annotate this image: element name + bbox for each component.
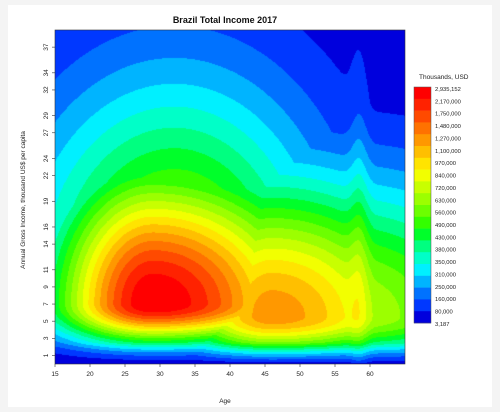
legend-label: 250,000 [435, 285, 456, 291]
y-tick-label: 3 [43, 336, 50, 340]
x-tick-label: 15 [51, 371, 59, 378]
legend-swatch [414, 240, 431, 253]
y-tick-label: 9 [43, 285, 50, 289]
legend-swatch [414, 216, 431, 229]
x-tick-label: 50 [296, 371, 304, 378]
legend-swatch [414, 87, 431, 100]
x-tick-label: 40 [226, 371, 234, 378]
legend-swatch [414, 122, 431, 135]
legend-border [413, 86, 432, 324]
x-tick-label: 45 [261, 371, 269, 378]
y-tick-label: 22 [43, 172, 50, 180]
legend-swatch [414, 146, 431, 159]
legend-swatch [414, 193, 431, 206]
x-tick-label: 30 [156, 371, 164, 378]
legend-label: 1,270,000 [435, 136, 461, 142]
legend-swatch [414, 181, 431, 194]
legend-swatch [414, 157, 431, 170]
contour-raster [55, 30, 405, 364]
legend-title: Thousands, USD [419, 74, 469, 81]
legend-label: 430,000 [435, 235, 456, 241]
y-tick-label: 24 [43, 154, 50, 162]
legend-label: 840,000 [435, 174, 456, 180]
legend-swatch [414, 169, 431, 182]
x-axis-label: Age [219, 398, 231, 405]
legend-swatch [414, 110, 431, 123]
y-tick-label: 11 [43, 266, 50, 273]
legend-swatch [414, 252, 431, 265]
y-axis: 1 3 5 7 9 11 14 16 19 22 24 27 29 32 34 37 [43, 43, 55, 357]
y-tick-label: 16 [43, 223, 50, 231]
legend-label: 310,000 [435, 272, 456, 278]
x-tick-label: 35 [191, 371, 199, 378]
legend-label: 720,000 [435, 186, 456, 192]
x-tick-label: 60 [366, 371, 374, 378]
legend-label: 1,100,000 [435, 149, 461, 155]
contour-canvas [55, 30, 405, 364]
x-tick-label: 20 [86, 371, 94, 378]
legend-swatch [414, 264, 431, 277]
y-axis-label: Annual Gross Income, thousand US$ per ca… [20, 131, 27, 269]
legend-label: 1,480,000 [435, 124, 461, 130]
plot-area [54, 29, 406, 365]
chart-title: Brazil Total Income 2017 [173, 15, 277, 25]
legend-label: 1,750,000 [435, 112, 461, 118]
legend-label: 2,935,152 [435, 87, 461, 93]
legend-label: 80,000 [435, 310, 453, 316]
chart-svg: Brazil Total Income 2017 135791114161922… [20, 15, 469, 405]
legend-label: 380,000 [435, 248, 456, 254]
y-tick-label: 32 [43, 86, 50, 94]
legend-swatch [414, 134, 431, 147]
y-tick-label: 19 [43, 197, 50, 205]
legend-label: 3,187 [435, 322, 450, 328]
legend-swatch [414, 299, 431, 312]
x-tick-label: 55 [331, 371, 339, 378]
y-tick-label: 29 [43, 112, 50, 120]
legend-swatch [414, 311, 431, 324]
legend-swatch [414, 98, 431, 111]
y-tick-label: 7 [43, 302, 50, 306]
y-tick-label: 37 [43, 43, 50, 51]
legend-swatch [414, 228, 431, 241]
legend-label: 160,000 [435, 297, 456, 303]
y-tick-label: 34 [43, 69, 50, 77]
colorbar-legend: 2,935,152 2,170,000 1,750,000 1,480,000 1,27… [413, 86, 461, 328]
legend-label: 2,170,000 [435, 99, 461, 105]
legend-swatch [414, 275, 431, 288]
chart-frame: Brazil Total Income 2017 1 3 5 7 9 11 14 16 19 22… [8, 5, 492, 407]
legend-label: 630,000 [435, 198, 456, 204]
y-tick-label: 14 [43, 240, 50, 248]
y-tick-label: 27 [43, 129, 50, 137]
legend-swatch [414, 287, 431, 300]
y-tick-label: 5 [43, 319, 50, 323]
legend-label: 350,000 [435, 260, 456, 266]
legend-label: 970,000 [435, 161, 456, 167]
x-axis: 15 20 25 30 35 40 45 50 55 60 [51, 364, 374, 378]
legend-swatch [414, 205, 431, 218]
legend-label: 560,000 [435, 211, 456, 217]
x-tick-label: 25 [121, 371, 129, 378]
y-tick-label: 1 [43, 353, 50, 357]
legend-label: 490,000 [435, 223, 456, 229]
